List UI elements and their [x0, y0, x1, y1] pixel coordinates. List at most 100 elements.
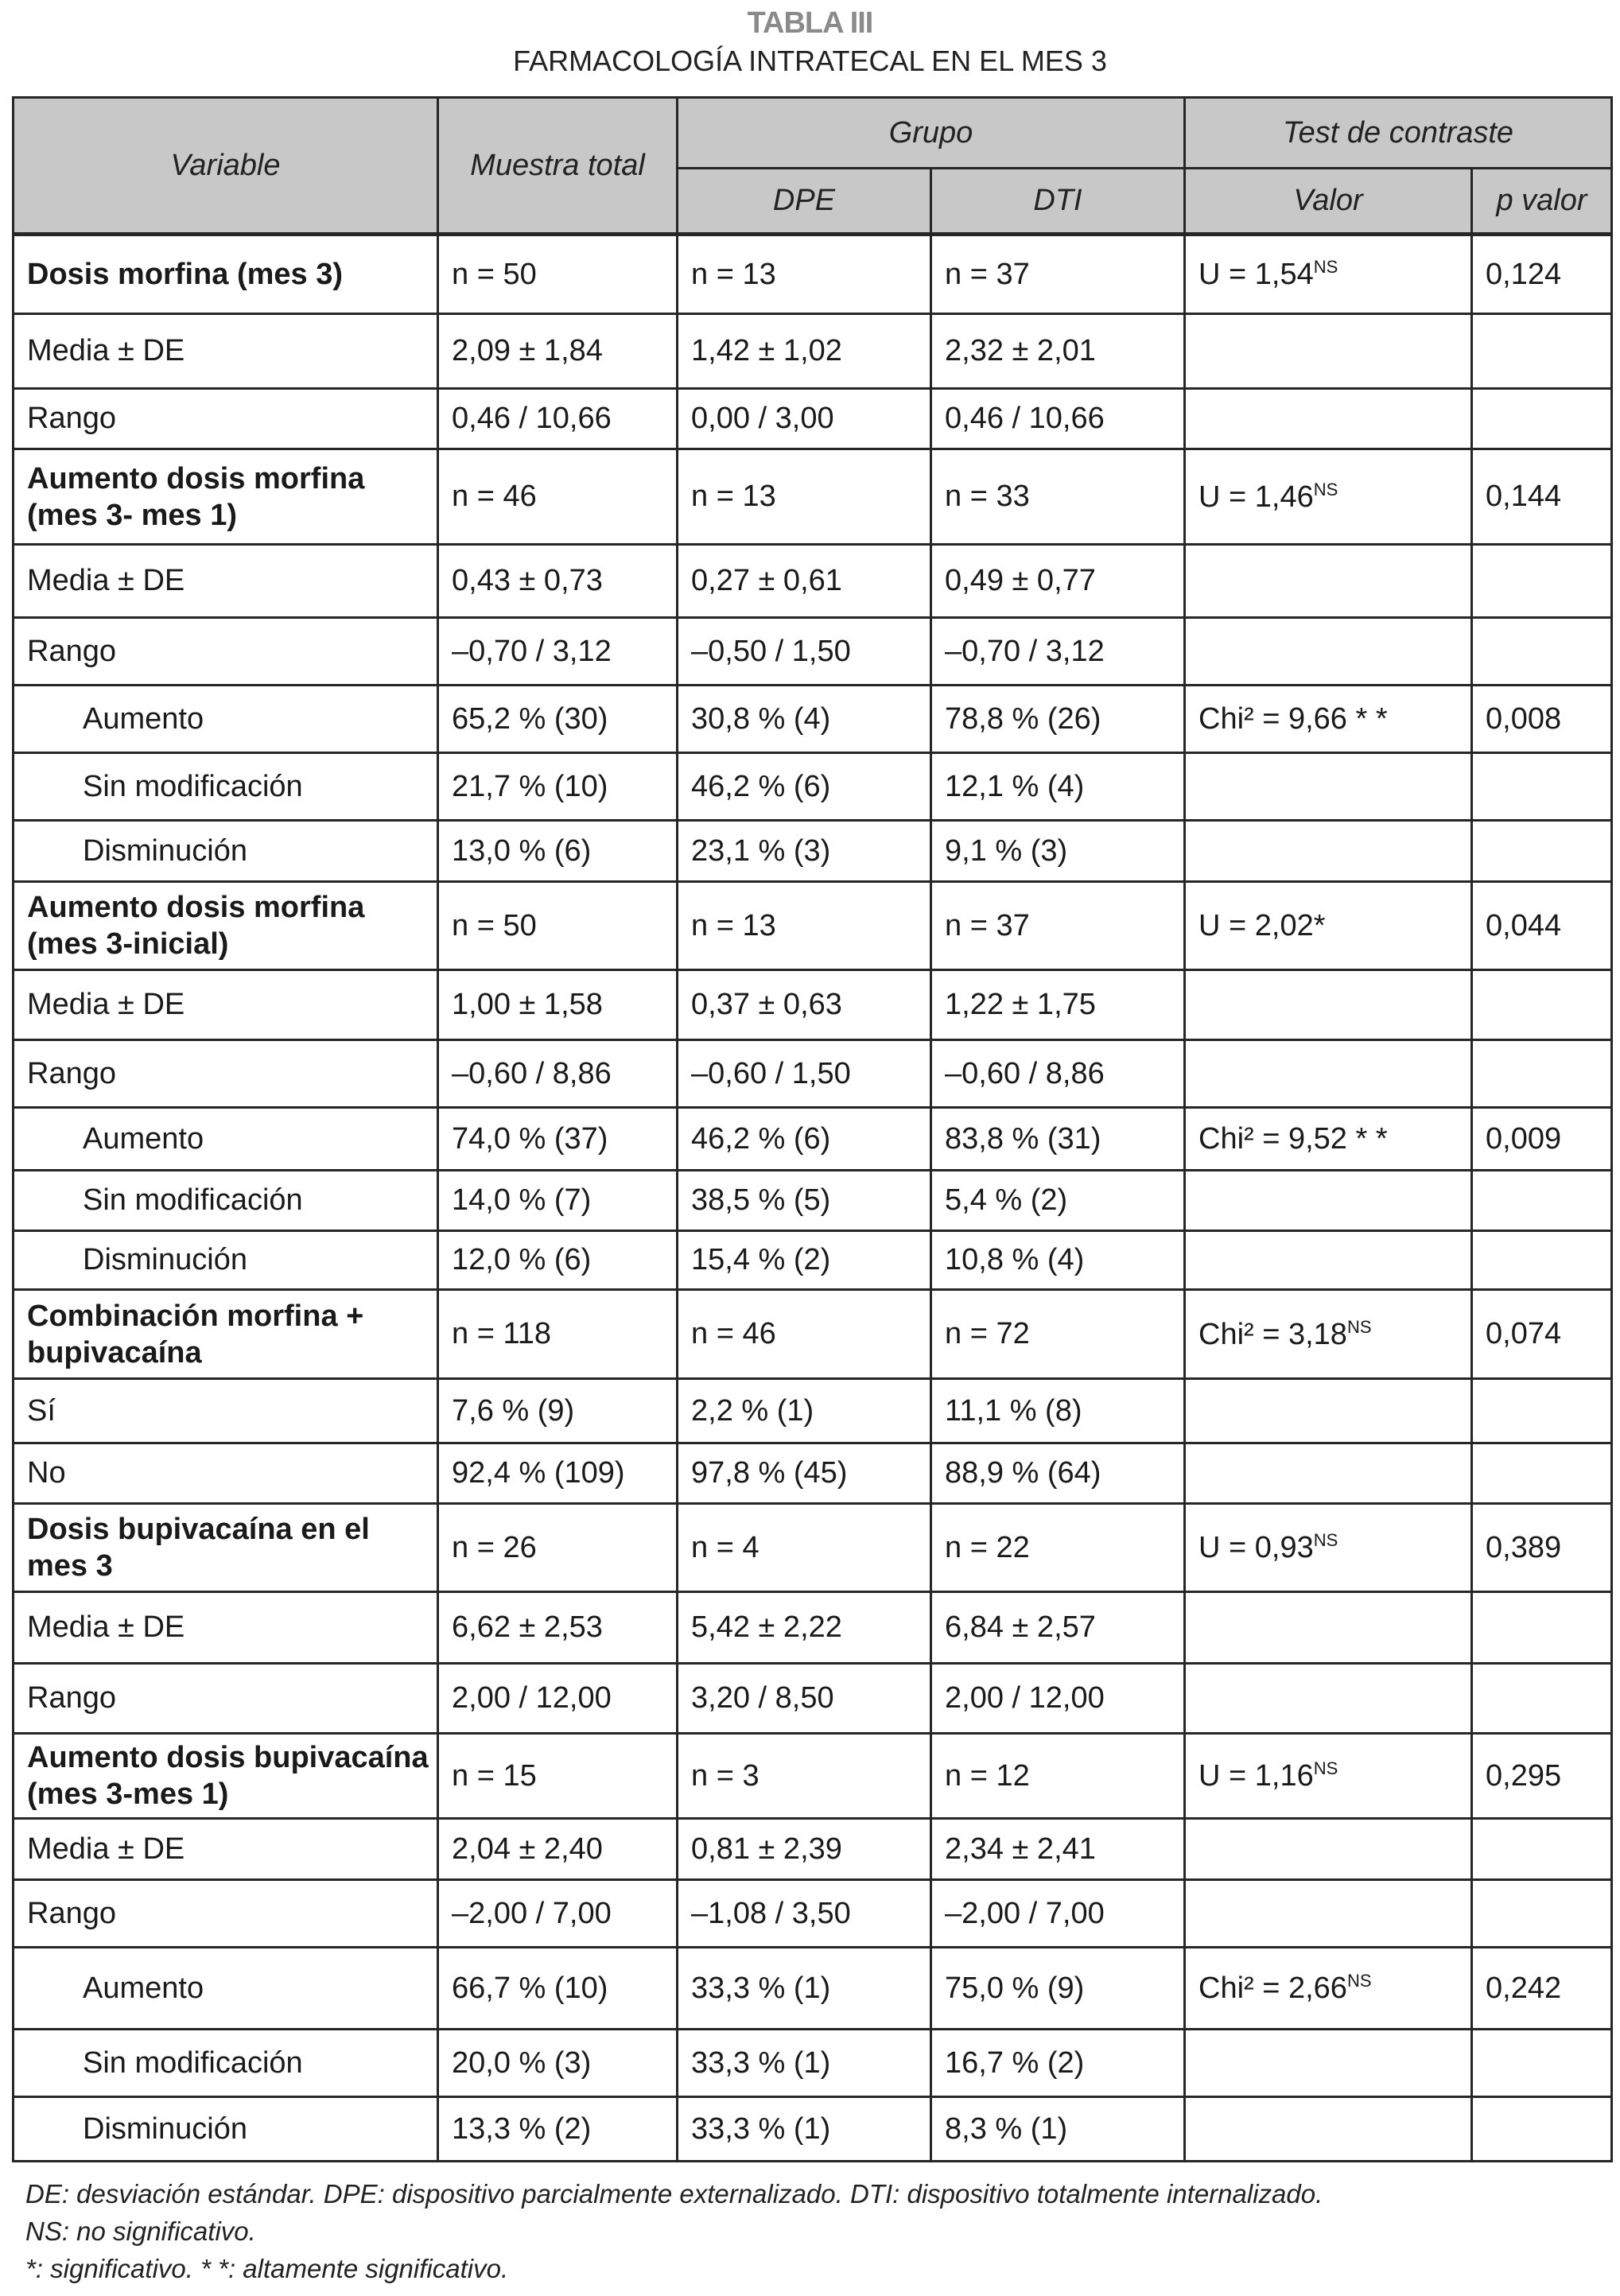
cell-muestra-total-text: 1,00 ± 1,58 — [452, 988, 603, 1021]
table-row: Dosis morfina (mes 3) n = 50 n = 13 n = 37 U… — [12, 233, 1614, 315]
cell-p-valor — [1470, 1817, 1614, 1881]
cell-dpe: n = 4 — [676, 1502, 932, 1593]
cell-dti: 0,46 / 10,66 — [930, 387, 1186, 450]
cell-muestra-total: n = 26 — [437, 1502, 678, 1593]
cell-valor — [1183, 1169, 1473, 1232]
cell-dti-text: n = 12 — [945, 1758, 1030, 1793]
table-row: Disminución 13,3 % (2) 33,3 % (1) 8,3 % (1) — [12, 2096, 1614, 2162]
cell-muestra-total-text: n = 118 — [452, 1317, 552, 1350]
cell-dti-text: 2,00 / 12,00 — [945, 1681, 1105, 1715]
cell-dti: 75,0 % (9) — [930, 1946, 1186, 2030]
cell-p-valor — [1470, 543, 1614, 619]
cell-valor: Chi² = 2,66NS — [1183, 1946, 1473, 2030]
cell-dpe-text: n = 46 — [691, 1317, 776, 1350]
table-row: Dosis bupivacaína en el mes 3 n = 26 n = 4… — [12, 1502, 1614, 1593]
cell-dpe: –0,50 / 1,50 — [676, 616, 932, 686]
cell-p-valor-text: 0,074 — [1486, 1317, 1562, 1350]
cell-muestra-total: n = 50 — [437, 233, 678, 315]
cell-valor — [1183, 819, 1473, 883]
cell-variable-text: Aumento dosis morfina (mes 3-inicial) — [27, 891, 365, 961]
cell-dpe: 5,42 ± 2,22 — [676, 1591, 932, 1665]
table-row: Media ± DE 0,43 ± 0,73 0,27 ± 0,61 0,49 ± 0… — [12, 543, 1614, 619]
cell-p-valor-text: 0,009 — [1486, 1121, 1562, 1156]
cell-muestra-total-text: 92,4 % (109) — [452, 1456, 625, 1490]
cell-muestra-total-text: n = 26 — [452, 1530, 537, 1564]
cell-dti: 8,3 % (1) — [930, 2096, 1186, 2162]
significance-superscript: NS — [1313, 1530, 1338, 1550]
cell-dpe-text: n = 4 — [691, 1530, 759, 1564]
cell-dpe: 2,2 % (1) — [676, 1377, 932, 1444]
cell-variable-text: Disminución — [83, 1243, 247, 1276]
cell-dpe: n = 3 — [676, 1732, 932, 1820]
cell-valor — [1183, 313, 1473, 390]
cell-variable: Sin modificación — [12, 2028, 439, 2098]
cell-p-valor — [1470, 2028, 1614, 2098]
cell-p-valor — [1470, 1039, 1614, 1109]
cell-variable-text: Aumento — [83, 701, 204, 736]
cell-dti: 9,1 % (3) — [930, 819, 1186, 883]
cell-dpe-text: 0,37 ± 0,63 — [691, 988, 842, 1021]
footnote-significance: *: significativo. * *: altamente signifi… — [25, 2254, 509, 2283]
cell-dti-text: n = 33 — [945, 480, 1030, 513]
cell-muestra-total: 0,43 ± 0,73 — [437, 543, 678, 619]
footnote-abbreviations: DE: desviación estándar. DPE: dispositiv… — [25, 2179, 1323, 2209]
cell-valor — [1183, 1442, 1473, 1505]
cell-muestra-total-text: –2,00 / 7,00 — [452, 1896, 612, 1930]
cell-dpe-text: –0,50 / 1,50 — [691, 634, 851, 668]
cell-variable-text: Media ± DE — [27, 988, 185, 1021]
cell-valor: U = 1,46NS — [1183, 448, 1473, 546]
cell-dpe: n = 46 — [676, 1288, 932, 1380]
cell-dti-text: n = 72 — [945, 1317, 1030, 1350]
cell-dti-text: –0,70 / 3,12 — [945, 634, 1105, 668]
cell-variable: Aumento dosis morfina (mes 3-inicial) — [12, 880, 439, 971]
cell-muestra-total-text: 0,46 / 10,66 — [452, 402, 612, 435]
cell-variable: Aumento dosis morfina (mes 3- mes 1) — [12, 448, 439, 546]
cell-p-valor-text: 0,124 — [1486, 257, 1562, 291]
cell-dpe-text: 1,42 ± 1,02 — [691, 334, 842, 367]
cell-muestra-total-text: 74,0 % (37) — [452, 1121, 608, 1156]
cell-variable-text: Sin modificación — [83, 1183, 303, 1217]
cell-muestra-total-text: 6,62 ± 2,53 — [452, 1610, 603, 1644]
header-valor: Valor — [1183, 167, 1473, 236]
cell-p-valor-text: 0,295 — [1486, 1758, 1562, 1793]
cell-dpe: –1,08 / 3,50 — [676, 1878, 932, 1948]
cell-dpe: n = 13 — [676, 880, 932, 971]
cell-dti-text: 8,3 % (1) — [945, 2111, 1068, 2146]
cell-dti: n = 12 — [930, 1732, 1186, 1820]
pharmacology-table: Variable Muestra total Grupo Test de con… — [12, 96, 1614, 2162]
header-dti: DTI — [930, 167, 1186, 236]
cell-dti: 1,22 ± 1,75 — [930, 969, 1186, 1041]
cell-variable-text: Sin modificación — [83, 2045, 303, 2080]
cell-dpe-text: 0,00 / 3,00 — [691, 402, 834, 435]
cell-p-valor — [1470, 616, 1614, 686]
cell-dti: 6,84 ± 2,57 — [930, 1591, 1186, 1665]
cell-muestra-total: 2,04 ± 2,40 — [437, 1817, 678, 1881]
cell-dti-text: 1,22 ± 1,75 — [945, 988, 1096, 1021]
cell-dti-text: –0,60 / 8,86 — [945, 1056, 1105, 1090]
cell-variable: Rango — [12, 1662, 439, 1735]
table-row: Sin modificación 20,0 % (3) 33,3 % (1) 16,7… — [12, 2028, 1614, 2098]
cell-muestra-total: 6,62 ± 2,53 — [437, 1591, 678, 1665]
cell-dti: n = 37 — [930, 233, 1186, 315]
cell-valor — [1183, 616, 1473, 686]
cell-dti: 83,8 % (31) — [930, 1106, 1186, 1171]
cell-valor: U = 0,93NS — [1183, 1502, 1473, 1593]
table-row: Aumento 74,0 % (37) 46,2 % (6) 83,8 % (31) C… — [12, 1106, 1614, 1171]
cell-variable: Media ± DE — [12, 969, 439, 1041]
cell-variable-text: Media ± DE — [27, 564, 185, 597]
header-test: Test de contraste — [1183, 96, 1614, 169]
cell-dpe-text: 15,4 % (2) — [691, 1243, 831, 1276]
cell-p-valor — [1470, 969, 1614, 1041]
cell-p-valor — [1470, 313, 1614, 390]
cell-variable: Sí — [12, 1377, 439, 1444]
cell-variable-text: Sí — [27, 1393, 56, 1428]
cell-p-valor — [1470, 1230, 1614, 1291]
cell-dpe-text: 0,27 ± 0,61 — [691, 564, 842, 597]
cell-dti-text: n = 37 — [945, 908, 1030, 942]
cell-muestra-total-text: n = 46 — [452, 480, 537, 513]
cell-valor: Chi² = 9,66 * * — [1183, 684, 1473, 754]
cell-muestra-total: –0,60 / 8,86 — [437, 1039, 678, 1109]
table-row: Rango –2,00 / 7,00 –1,08 / 3,50 –2,00 / 7,0… — [12, 1878, 1614, 1948]
cell-valor — [1183, 1230, 1473, 1291]
cell-dti: –2,00 / 7,00 — [930, 1878, 1186, 1948]
